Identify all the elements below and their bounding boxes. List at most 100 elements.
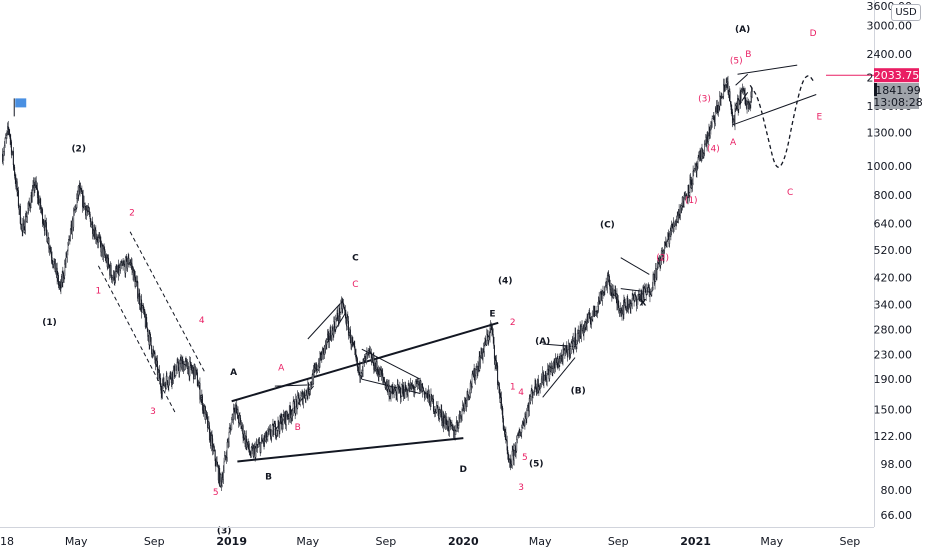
candle-body [436, 405, 438, 407]
candle [377, 365, 379, 382]
candle [428, 389, 430, 398]
candle-body [482, 348, 484, 359]
candle-body [691, 183, 693, 186]
candle-body [521, 426, 523, 433]
candle-body [623, 299, 625, 315]
candle [76, 193, 78, 210]
candle [149, 329, 151, 350]
candle [139, 289, 141, 310]
candle-body [29, 204, 31, 208]
candle-body [526, 407, 528, 411]
candle [589, 312, 591, 328]
candle [294, 398, 296, 414]
candle-body [720, 96, 722, 105]
candle [59, 281, 61, 290]
candle-body [333, 321, 335, 328]
candle [175, 364, 177, 377]
candle-body [83, 195, 85, 208]
candle-body [406, 389, 408, 395]
candle-body [507, 453, 509, 461]
candle-body [501, 405, 503, 409]
candle-body [157, 369, 159, 375]
candle-body [397, 384, 399, 388]
candle-body [300, 393, 302, 396]
candle [462, 400, 464, 412]
candle [10, 140, 12, 159]
currency-badge[interactable]: USD [891, 4, 921, 21]
price-tick-label: 420.00 [874, 272, 913, 285]
candle-body [9, 129, 11, 136]
trendline[interactable] [735, 73, 749, 86]
candle [673, 220, 675, 232]
candle-body [569, 353, 571, 356]
trendline[interactable] [237, 437, 464, 463]
candle-body [546, 373, 548, 382]
candle-body [190, 362, 192, 368]
trendline[interactable] [620, 257, 650, 275]
candle [89, 211, 91, 222]
candle-body [361, 373, 363, 377]
candle [703, 153, 705, 159]
flag-icon[interactable] [15, 98, 27, 108]
candle-body [377, 369, 379, 372]
time-tick-label: Sep [376, 535, 397, 548]
candle [592, 310, 594, 323]
time-tick-label: May [296, 535, 319, 548]
trendline[interactable] [542, 357, 576, 398]
candle [727, 75, 729, 95]
candle [34, 184, 36, 194]
candle [511, 445, 513, 469]
candle-body [174, 365, 176, 378]
candle-body [650, 291, 652, 295]
candle-body [556, 362, 558, 366]
candle [90, 222, 92, 229]
candle [19, 203, 21, 225]
candle [596, 310, 598, 319]
candle [154, 349, 156, 364]
candle [210, 431, 212, 452]
candle-body [335, 319, 337, 330]
candle [580, 323, 582, 343]
candle-body [710, 123, 712, 131]
candle-body [231, 419, 233, 430]
time-axis[interactable]: 2018 May Sep 2019 May Sep 2020 May Sep 2021 May Sep [0, 527, 874, 549]
candle [220, 472, 222, 488]
candle-body [489, 328, 491, 338]
candle [186, 359, 188, 370]
candle-body [643, 287, 645, 298]
dashed-trendline[interactable] [129, 231, 206, 373]
current-price-tag[interactable] [874, 83, 919, 109]
wave-label: 5 [213, 488, 219, 498]
candle-body [168, 376, 170, 383]
candle-body [359, 364, 361, 378]
candle [129, 259, 131, 268]
candle-body [727, 81, 729, 93]
candle-body [46, 230, 48, 243]
candle-body [194, 369, 196, 377]
candle-body [750, 96, 752, 103]
time-tick-label: Sep [144, 535, 165, 548]
candle [51, 251, 53, 265]
alert-price-tag[interactable] [874, 68, 919, 83]
candle-body [667, 232, 669, 238]
candle [22, 218, 24, 237]
candle-body [481, 348, 483, 355]
candle-body [735, 105, 737, 109]
price-axis[interactable]: 3000.002400.002000.001600.001300.001000.… [867, 0, 923, 527]
candle-body [200, 397, 202, 399]
trendline[interactable] [307, 300, 344, 340]
candle-body [208, 421, 210, 426]
candle [716, 99, 718, 116]
wave-label: A [730, 138, 737, 148]
candle [740, 88, 742, 104]
trendline[interactable] [274, 384, 314, 387]
candle-body [549, 366, 551, 379]
trendline[interactable] [737, 64, 798, 75]
candle-body [266, 436, 268, 440]
candle-body [273, 426, 275, 435]
candle [718, 101, 720, 117]
candle-body [217, 464, 219, 467]
candle-body [552, 368, 554, 373]
trendline[interactable] [732, 94, 817, 126]
